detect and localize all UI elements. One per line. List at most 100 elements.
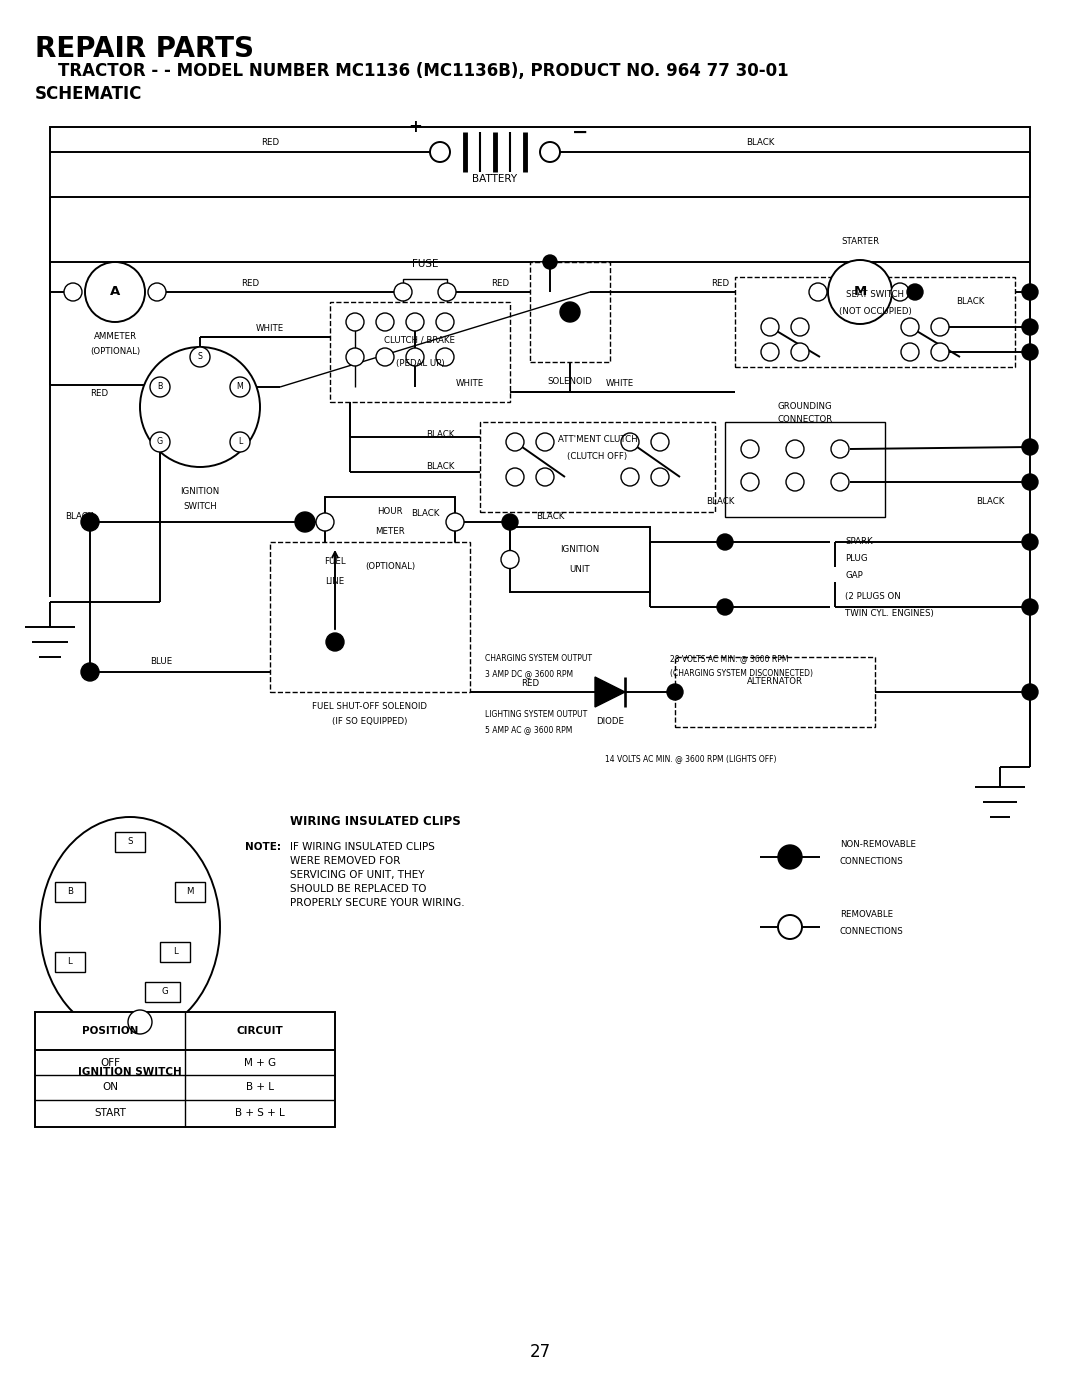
Circle shape [438,284,456,300]
Circle shape [778,915,802,939]
Circle shape [621,433,639,451]
Circle shape [1022,534,1038,550]
Text: RED: RED [711,279,729,289]
Bar [325,497,455,548]
Text: METER: METER [375,528,405,536]
Text: CONNECTOR: CONNECTOR [778,415,833,425]
Text: RED: RED [90,390,108,398]
Text: (NOT OCCUPIED): (NOT OCCUPIED) [839,307,912,317]
Circle shape [190,346,210,367]
Text: (OPTIONAL): (OPTIONAL) [90,348,140,356]
Circle shape [436,348,454,366]
Text: CIRCUIT: CIRCUIT [237,1025,283,1037]
Text: BLACK: BLACK [426,430,455,440]
Bar [50,127,1030,197]
Text: 5 AMP AC @ 3600 RPM: 5 AMP AC @ 3600 RPM [485,725,572,735]
Text: 27: 27 [529,1343,551,1361]
Text: (CHARGING SYSTEM DISCONNECTED): (CHARGING SYSTEM DISCONNECTED) [670,669,813,679]
Text: BLACK: BLACK [536,513,564,521]
Text: BLACK: BLACK [706,497,734,507]
Text: PLUG: PLUG [845,555,867,563]
Text: CONNECTIONS: CONNECTIONS [840,858,904,866]
Circle shape [316,513,334,531]
Circle shape [543,256,557,270]
Text: FUEL SHUT-OFF SOLENOID: FUEL SHUT-OFF SOLENOID [312,703,428,711]
Bar [270,542,470,692]
Text: IF WIRING INSULATED CLIPS
WERE REMOVED FOR
SERVICING OF UNIT, THEY
SHOULD BE REP: IF WIRING INSULATED CLIPS WERE REMOVED F… [291,842,464,908]
Circle shape [651,433,669,451]
Circle shape [436,313,454,331]
Text: S: S [127,837,133,847]
Text: SEAT SWITCH: SEAT SWITCH [846,291,904,299]
Circle shape [809,284,827,300]
Bar [530,263,610,362]
Circle shape [1022,344,1038,360]
Text: B + S + L: B + S + L [235,1108,285,1118]
Bar [480,422,715,511]
Bar [175,882,205,902]
Circle shape [717,534,733,550]
Circle shape [536,468,554,486]
Text: BLACK: BLACK [976,497,1004,507]
Text: LINE: LINE [325,577,345,587]
Circle shape [891,284,909,300]
Circle shape [376,313,394,331]
Bar [510,527,650,592]
Circle shape [1022,685,1038,700]
Text: WHITE: WHITE [256,324,284,334]
Bar [403,279,447,305]
Bar [160,942,190,963]
Text: CONNECTIONS: CONNECTIONS [840,928,904,936]
Text: OFF: OFF [100,1058,120,1067]
Text: (2 PLUGS ON: (2 PLUGS ON [845,592,901,602]
Text: M + G: M + G [244,1058,276,1067]
Text: (PEDAL UP): (PEDAL UP) [395,359,444,369]
Circle shape [901,319,919,337]
Circle shape [778,845,802,869]
Circle shape [791,319,809,337]
Text: GROUNDING: GROUNDING [778,402,833,412]
Text: SWITCH: SWITCH [184,503,217,511]
Text: START: START [94,1108,126,1118]
Circle shape [394,284,411,300]
Bar [55,882,85,902]
Text: WIRING INSULATED CLIPS: WIRING INSULATED CLIPS [291,816,461,828]
Text: RED: RED [491,279,509,289]
Text: B: B [67,887,73,897]
Bar [55,951,85,972]
Text: DIODE: DIODE [596,718,624,726]
Circle shape [129,1010,152,1034]
Text: AMMETER: AMMETER [94,332,136,341]
Circle shape [931,344,949,360]
Circle shape [1022,439,1038,455]
Text: BLACK: BLACK [65,513,93,521]
Text: ATT'MENT CLUTCH: ATT'MENT CLUTCH [557,436,637,444]
Text: BLACK: BLACK [746,138,774,148]
Circle shape [831,440,849,458]
Circle shape [786,474,804,490]
Text: TWIN CYL. ENGINES): TWIN CYL. ENGINES) [845,609,934,619]
Circle shape [621,468,639,486]
Circle shape [667,685,683,700]
Circle shape [295,511,315,532]
Text: +: + [408,117,422,136]
Circle shape [230,377,249,397]
Circle shape [831,474,849,490]
Text: NOTE:: NOTE: [245,842,281,852]
Circle shape [1022,319,1038,335]
Text: M: M [237,383,243,391]
Circle shape [761,344,779,360]
Text: BATTERY: BATTERY [472,175,517,184]
Text: BLUE: BLUE [150,658,172,666]
Text: ON: ON [102,1083,118,1092]
Text: RED: RED [261,138,279,148]
Text: SCHEMATIC: SCHEMATIC [35,85,143,103]
Text: UNIT: UNIT [569,564,591,574]
Circle shape [326,633,345,651]
Ellipse shape [40,817,220,1037]
Bar [675,657,875,726]
Text: B: B [158,383,163,391]
Circle shape [406,348,424,366]
Text: RED: RED [241,279,259,289]
Circle shape [81,664,99,680]
